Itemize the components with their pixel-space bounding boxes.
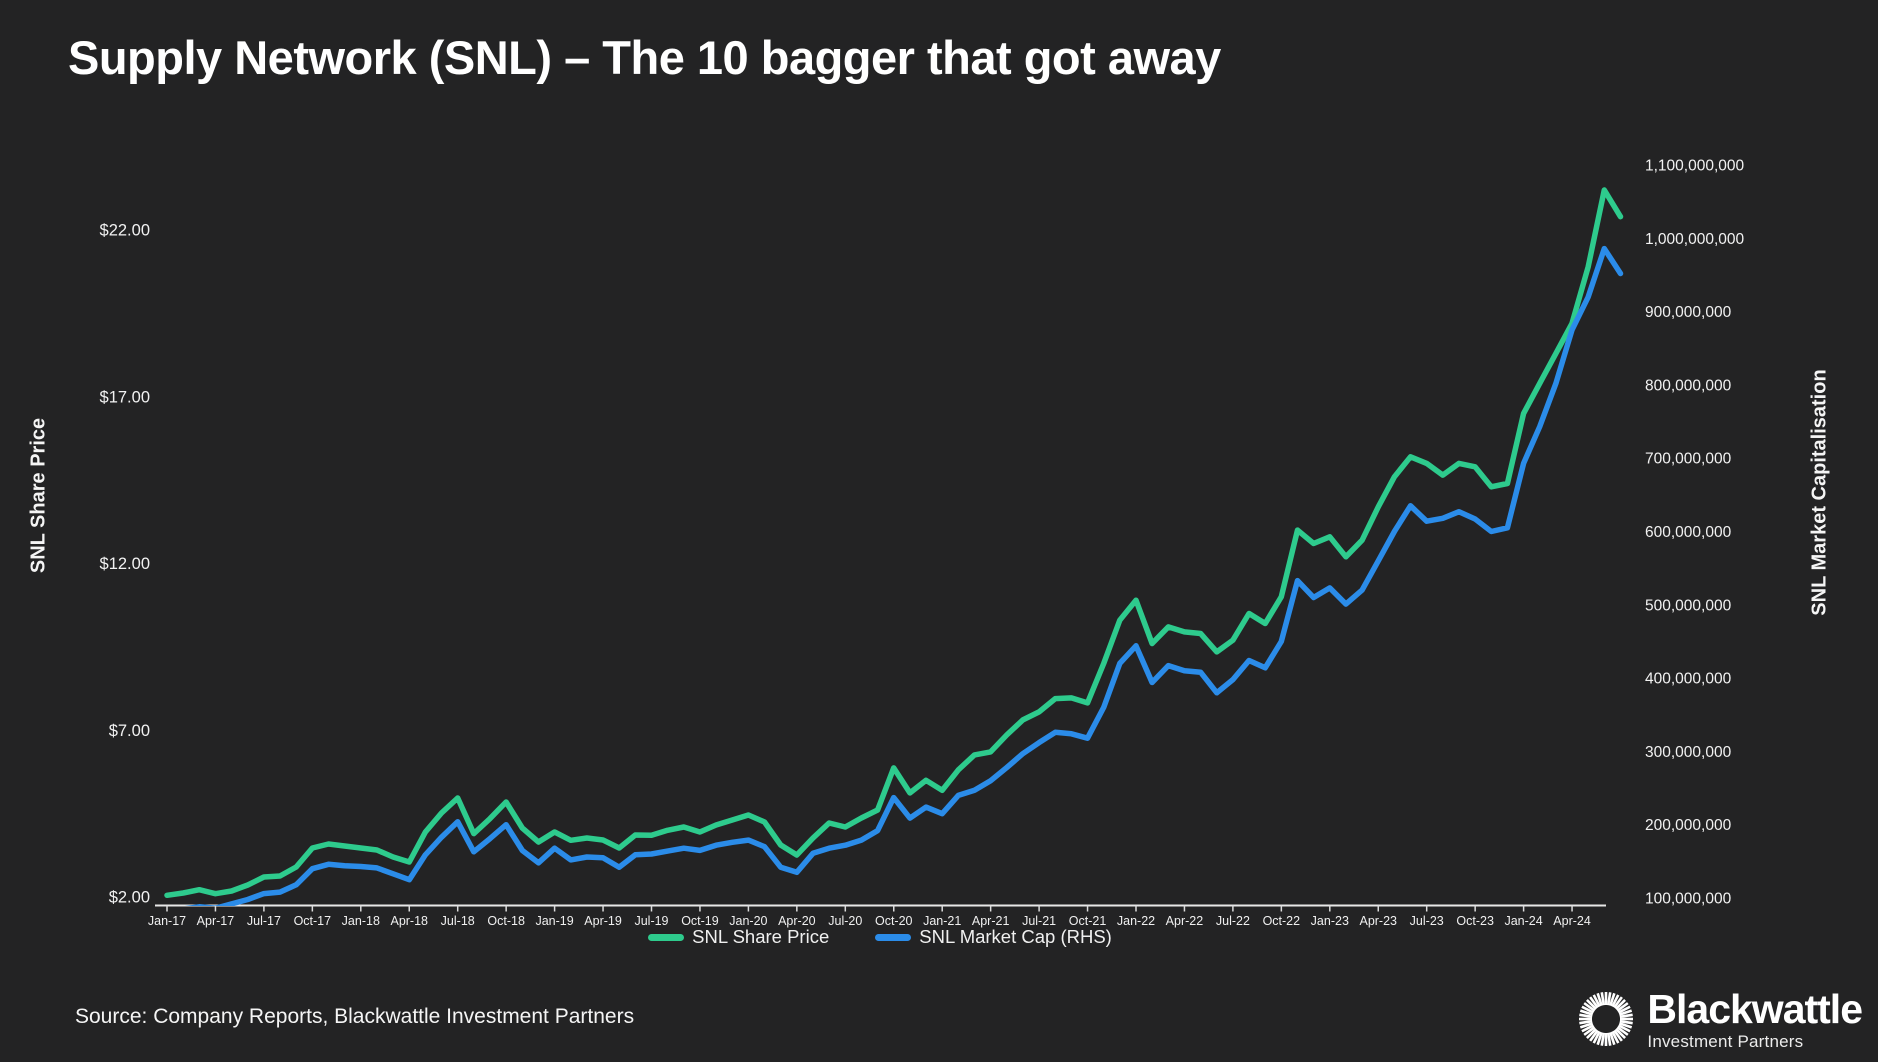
svg-text:Apr-22: Apr-22 (1166, 914, 1204, 928)
sunburst-icon (1579, 992, 1634, 1046)
logo-name: Blackwattle (1647, 985, 1863, 1032)
svg-text:1,100,000,000: 1,100,000,000 (1645, 158, 1745, 175)
svg-text:600,000,000: 600,000,000 (1645, 524, 1732, 541)
svg-text:Oct-21: Oct-21 (1069, 914, 1107, 928)
legend-item-market-cap: SNL Market Cap (RHS) (875, 926, 1112, 948)
svg-text:Jan-19: Jan-19 (535, 914, 573, 928)
svg-text:Apr-20: Apr-20 (778, 914, 816, 928)
svg-text:Jan-20: Jan-20 (729, 914, 767, 928)
svg-text:Apr-17: Apr-17 (197, 914, 235, 928)
legend-label-share-price: SNL Share Price (692, 926, 830, 947)
x-axis (155, 904, 1606, 912)
svg-text:Apr-24: Apr-24 (1553, 914, 1591, 928)
svg-text:500,000,000: 500,000,000 (1645, 597, 1732, 614)
chart-series (164, 187, 1624, 906)
svg-text:800,000,000: 800,000,000 (1645, 377, 1732, 394)
svg-text:Jan-24: Jan-24 (1504, 914, 1542, 928)
svg-text:Oct-19: Oct-19 (681, 914, 719, 928)
svg-text:Jan-18: Jan-18 (342, 914, 380, 928)
svg-text:700,000,000: 700,000,000 (1645, 451, 1732, 468)
svg-text:100,000,000: 100,000,000 (1645, 891, 1732, 908)
svg-text:Jul-20: Jul-20 (828, 914, 862, 928)
svg-text:Oct-23: Oct-23 (1456, 914, 1494, 928)
svg-text:Jan-22: Jan-22 (1117, 914, 1155, 928)
source-note: Source: Company Reports, Blackwattle Inv… (75, 1005, 635, 1028)
svg-text:Apr-18: Apr-18 (390, 914, 428, 928)
svg-text:1,000,000,000: 1,000,000,000 (1645, 231, 1745, 248)
svg-text:$22.00: $22.00 (100, 222, 150, 240)
svg-text:$12.00: $12.00 (100, 555, 150, 573)
blackwattle-logo: Blackwattle Investment Partners (1575, 985, 1863, 1051)
svg-text:$17.00: $17.00 (100, 388, 150, 406)
svg-text:Oct-17: Oct-17 (294, 914, 332, 928)
svg-text:Jan-17: Jan-17 (148, 914, 186, 928)
svg-text:Jul-22: Jul-22 (1216, 914, 1250, 928)
svg-text:Jul-18: Jul-18 (441, 914, 475, 928)
svg-text:Oct-22: Oct-22 (1263, 914, 1301, 928)
legend-item-share-price: SNL Share Price (648, 926, 829, 948)
svg-text:Jan-21: Jan-21 (923, 914, 961, 928)
svg-text:400,000,000: 400,000,000 (1645, 671, 1732, 688)
chart-title: Supply Network (SNL) – The 10 bagger tha… (68, 31, 1221, 84)
svg-text:Jul-21: Jul-21 (1022, 914, 1056, 928)
legend-label-market-cap: SNL Market Cap (RHS) (919, 926, 1112, 947)
svg-text:300,000,000: 300,000,000 (1645, 744, 1732, 761)
svg-text:900,000,000: 900,000,000 (1645, 304, 1732, 321)
svg-text:Oct-20: Oct-20 (875, 914, 913, 928)
svg-text:Jul-19: Jul-19 (634, 914, 668, 928)
svg-text:Jul-17: Jul-17 (247, 914, 281, 928)
legend: SNL Share Price SNL Market Cap (RHS) (155, 926, 1605, 948)
svg-text:Apr-19: Apr-19 (584, 914, 622, 928)
share-price-line-swatch-icon (648, 933, 685, 941)
svg-text:Jul-23: Jul-23 (1410, 914, 1444, 928)
svg-text:Apr-23: Apr-23 (1359, 914, 1397, 928)
svg-text:Oct-18: Oct-18 (487, 914, 525, 928)
svg-text:Apr-21: Apr-21 (972, 914, 1010, 928)
svg-text:$2.00: $2.00 (109, 889, 150, 907)
svg-text:$7.00: $7.00 (109, 722, 150, 740)
svg-text:200,000,000: 200,000,000 (1645, 817, 1732, 834)
axis-tick-labels: Jan-17 Apr-17 Jul-17 Oct-17 Jan-18 Apr-18 Jul-… (100, 158, 1745, 929)
market-cap-line-swatch-icon (875, 933, 912, 941)
svg-text:Jan-23: Jan-23 (1311, 914, 1349, 928)
logo-tagline: Investment Partners (1647, 1031, 1804, 1051)
